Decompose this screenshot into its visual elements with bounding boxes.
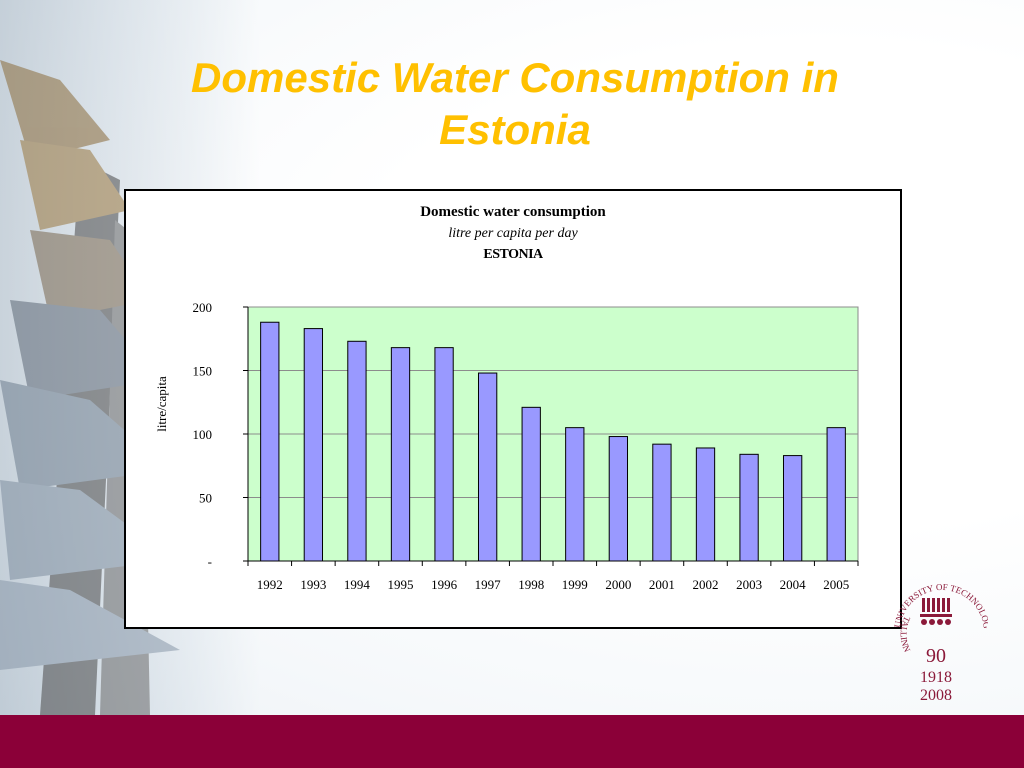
- x-tick-label: 1992: [257, 577, 283, 592]
- logo-left-text: TALLINN: [899, 615, 913, 654]
- logo-emblem-icon: [920, 598, 952, 625]
- bar: [782, 455, 803, 562]
- x-tick-label: 1996: [431, 577, 458, 592]
- chart-subtitle-country: ESTONIA: [483, 247, 543, 262]
- y-tick-label: -: [208, 554, 212, 569]
- x-tick-label: 1998: [518, 577, 544, 592]
- x-tick-label: 2005: [823, 577, 849, 592]
- x-tick-label: 1995: [388, 577, 414, 592]
- bar: [565, 427, 585, 562]
- x-tick-label: 2001: [649, 577, 675, 592]
- x-tick-label: 2002: [693, 577, 719, 592]
- tower-image: [0, 60, 180, 715]
- bar: [434, 347, 454, 562]
- x-tick-label: 1993: [300, 577, 326, 592]
- bar: [390, 347, 411, 562]
- chart-container: Domestic water consumption litre per cap…: [124, 189, 902, 629]
- slide-title: Domestic Water Consumption in Estonia: [191, 54, 839, 153]
- bar: [477, 372, 498, 562]
- bar: [260, 321, 280, 562]
- chart-subtitle: litre per capita per day: [448, 226, 578, 241]
- y-axis-label: litre/capita: [154, 376, 169, 432]
- bar: [652, 443, 672, 562]
- chart-title: Domestic water consumption: [420, 204, 606, 220]
- x-tick-label: 1999: [562, 577, 588, 592]
- x-tick-label: 1997: [475, 577, 502, 592]
- bar-chart: - 50 100 150 200 litre/capita 1992 1993 1994 1995…: [154, 300, 859, 592]
- bar: [521, 406, 541, 562]
- bar: [826, 427, 846, 562]
- y-tick-label: 200: [193, 300, 213, 315]
- footer-bar: [0, 715, 1024, 768]
- logo-year-start: 1918: [920, 669, 952, 686]
- bar: [695, 447, 716, 562]
- x-tick-label: 2003: [736, 577, 762, 592]
- x-tick-label: 2000: [605, 577, 631, 592]
- bar: [303, 328, 324, 562]
- bar: [608, 436, 629, 562]
- y-tick-label: 150: [193, 364, 213, 379]
- bar: [347, 340, 367, 562]
- y-tick-label: 50: [199, 491, 212, 506]
- logo-year-end: 2008: [920, 687, 952, 704]
- x-tick-label: 1994: [344, 577, 371, 592]
- x-tick-label: 2004: [780, 577, 807, 592]
- y-tick-label: 100: [193, 427, 213, 442]
- bar: [739, 453, 759, 562]
- logo-number: 90: [926, 645, 946, 667]
- university-logo: UNIVERSITY OF TECHNOLOGY TALLINN 90 1918…: [888, 574, 988, 704]
